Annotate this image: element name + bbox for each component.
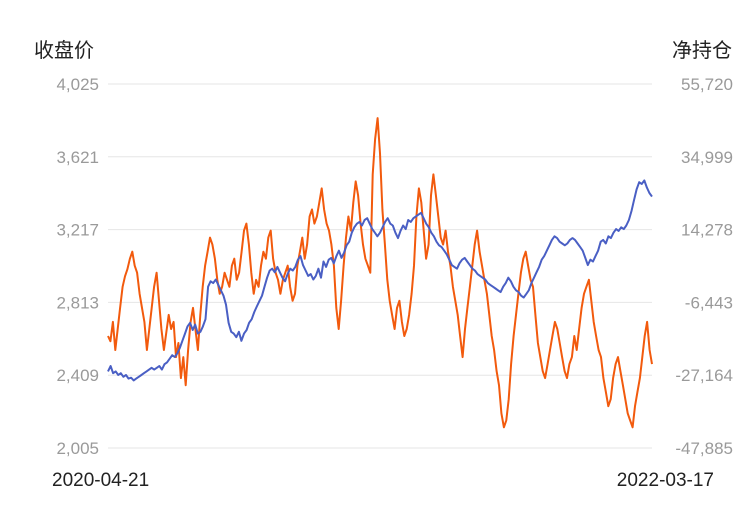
left-tick-label: 3,621: [56, 148, 99, 167]
series-layer: [107, 117, 653, 429]
grid-lines: [108, 83, 652, 449]
right-tick-label: 14,278: [681, 221, 733, 240]
right-axis-title: 净持仓: [672, 38, 732, 62]
left-tick-label: 4,025: [56, 75, 99, 94]
right-axis-ticks: 55,720 34,999 14,278 -6,443 -27,164 -47,885: [675, 75, 733, 458]
left-tick-label: 2,409: [56, 366, 99, 385]
close-price-line: [107, 179, 653, 382]
net-position-line: [107, 117, 653, 429]
left-tick-label: 2,005: [56, 439, 99, 458]
left-tick-label: 2,813: [56, 293, 99, 312]
right-tick-label: 34,999: [681, 148, 733, 167]
left-tick-label: 3,217: [56, 221, 99, 240]
x-axis-start-label: 2020-04-21: [52, 470, 150, 491]
left-axis-ticks: 4,025 3,621 3,217 2,813 2,409 2,005: [56, 75, 99, 458]
left-axis-title: 收盘价: [34, 38, 94, 62]
x-axis-end-label: 2022-03-17: [616, 470, 714, 491]
right-tick-label: -27,164: [675, 366, 733, 385]
right-tick-label: -47,885: [675, 439, 733, 458]
right-tick-label: 55,720: [681, 75, 733, 94]
right-tick-label: -6,443: [685, 293, 733, 312]
